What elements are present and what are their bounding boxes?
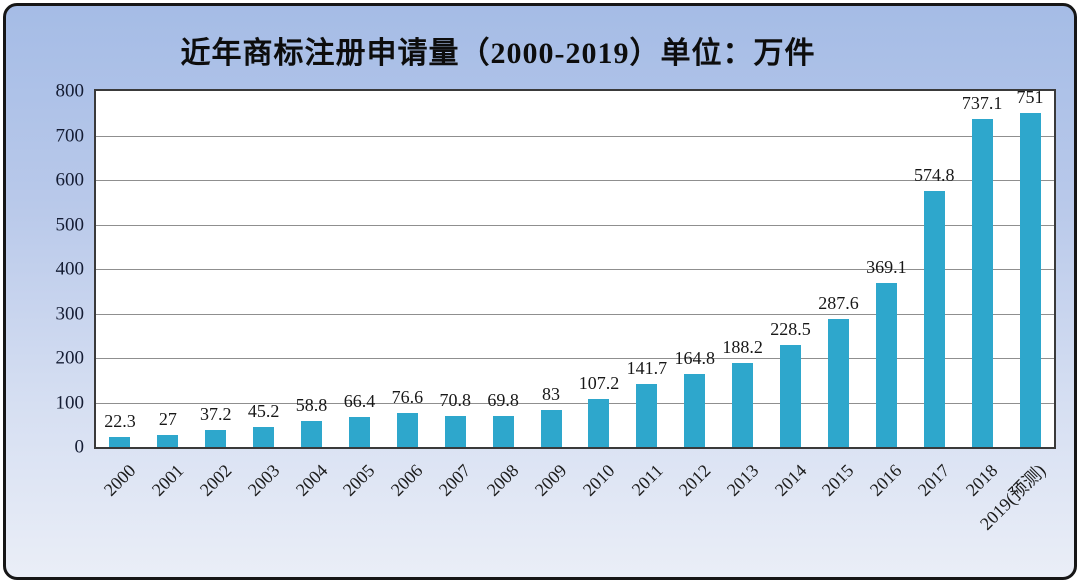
y-tick-label: 500 [55, 214, 85, 235]
chart-title: 近年商标注册申请量（2000-2019）单位：万件 [180, 37, 816, 70]
bar-2001 [157, 435, 179, 447]
bar-value-label: 45.2 [247, 400, 280, 421]
y-tick-label: 0 [74, 436, 85, 458]
bar-value-label: 107.2 [578, 373, 620, 394]
gridline [96, 402, 1054, 404]
bar-2005 [348, 417, 370, 447]
plot-area: 22.3 27 37.2 45.2 58.8 66.4 76.6 70.8 69.8 83 107.… [94, 86, 1056, 449]
y-tick-label: 200 [55, 347, 85, 369]
x-tick-label: 2017 [914, 460, 954, 500]
gridline [96, 313, 1054, 315]
x-tick-label: 2011 [627, 460, 667, 500]
bar-2013 [732, 363, 754, 447]
bar-value-label: 188.2 [722, 337, 763, 358]
y-tick-label: 300 [55, 303, 85, 324]
bar-value-label: 751 [1016, 86, 1044, 107]
bar-2007 [444, 415, 466, 447]
bar-value-label: 574.8 [914, 165, 955, 186]
x-tick-label: 2004 [291, 460, 331, 500]
x-tick-label: 2009 [530, 460, 571, 500]
bar-2010 [588, 399, 610, 447]
bar-2015 [827, 319, 849, 447]
y-tick-label: 800 [55, 80, 85, 102]
bar-2011 [636, 383, 658, 447]
bar-value-label: 228.5 [770, 319, 811, 340]
bar-value-label: 287.6 [818, 293, 859, 314]
x-tick-label: 2014 [770, 460, 810, 500]
bar-value-label: 70.8 [439, 389, 472, 410]
bar-2016 [875, 282, 897, 447]
bar-value-label: 66.4 [343, 391, 376, 412]
x-tick-label: 2010 [578, 460, 619, 500]
x-tick-label: 2001 [147, 460, 188, 500]
y-tick-label: 700 [55, 125, 85, 146]
x-tick-label: 2006 [387, 460, 427, 500]
y-tick-label: 400 [55, 258, 85, 280]
gridline [96, 358, 1054, 359]
x-tick-label: 2008 [482, 460, 523, 500]
bar-value-label: 737.1 [961, 93, 1003, 113]
gridline [96, 135, 1054, 137]
bar-value-label: 164.8 [674, 347, 716, 368]
x-tick-label: 2000 [99, 460, 140, 500]
bar-value-label: 22.3 [104, 411, 136, 432]
bar-2008 [492, 415, 514, 447]
bar-2019(预测) [1019, 112, 1041, 447]
gridline [96, 224, 1054, 226]
bar-value-label: 58.8 [295, 394, 328, 415]
bar-2009 [540, 410, 562, 447]
bar-2012 [684, 373, 706, 447]
x-axis: 2000 2001 2002 2003 2004 2005 2006 2007 2008 2009… [94, 453, 1052, 577]
x-tick-label: 2007 [435, 460, 475, 500]
x-tick-label: 2016 [866, 460, 906, 500]
x-tick-label: 2003 [243, 460, 284, 500]
chart-window: 近年商标注册申请量（2000-2019）单位：万件 0 100 200 300 400 5… [3, 3, 1077, 580]
y-axis: 0 100 200 300 400 500 600 700 800 [6, 82, 88, 457]
bar-2003 [253, 426, 275, 447]
bar-2017 [923, 191, 945, 447]
bar-2006 [396, 412, 418, 447]
x-tick-label: 2002 [195, 460, 236, 500]
bar-value-label: 141.7 [626, 357, 668, 378]
x-tick-label: 2012 [674, 460, 715, 500]
x-tick-label: 2013 [722, 460, 763, 500]
bar-2000 [109, 437, 131, 447]
gridline [96, 180, 1054, 181]
bar-value-label: 369.1 [866, 256, 907, 277]
bar-value-label: 69.8 [487, 389, 519, 410]
gridline [96, 269, 1054, 270]
bar-value-label: 27 [158, 409, 177, 429]
bar-2018 [971, 119, 993, 447]
bar-2014 [780, 345, 802, 447]
x-tick-label: 2018 [961, 460, 1002, 500]
bar-value-label: 83 [542, 384, 561, 405]
y-tick-label: 100 [55, 392, 85, 413]
x-tick-label: 2005 [339, 460, 379, 500]
bar-value-label: 37.2 [200, 404, 232, 425]
bar-2002 [205, 430, 227, 447]
bar-value-label: 76.6 [391, 386, 424, 407]
bar-2004 [301, 420, 323, 447]
x-tick-label: 2015 [818, 460, 858, 500]
y-tick-label: 600 [55, 169, 85, 191]
